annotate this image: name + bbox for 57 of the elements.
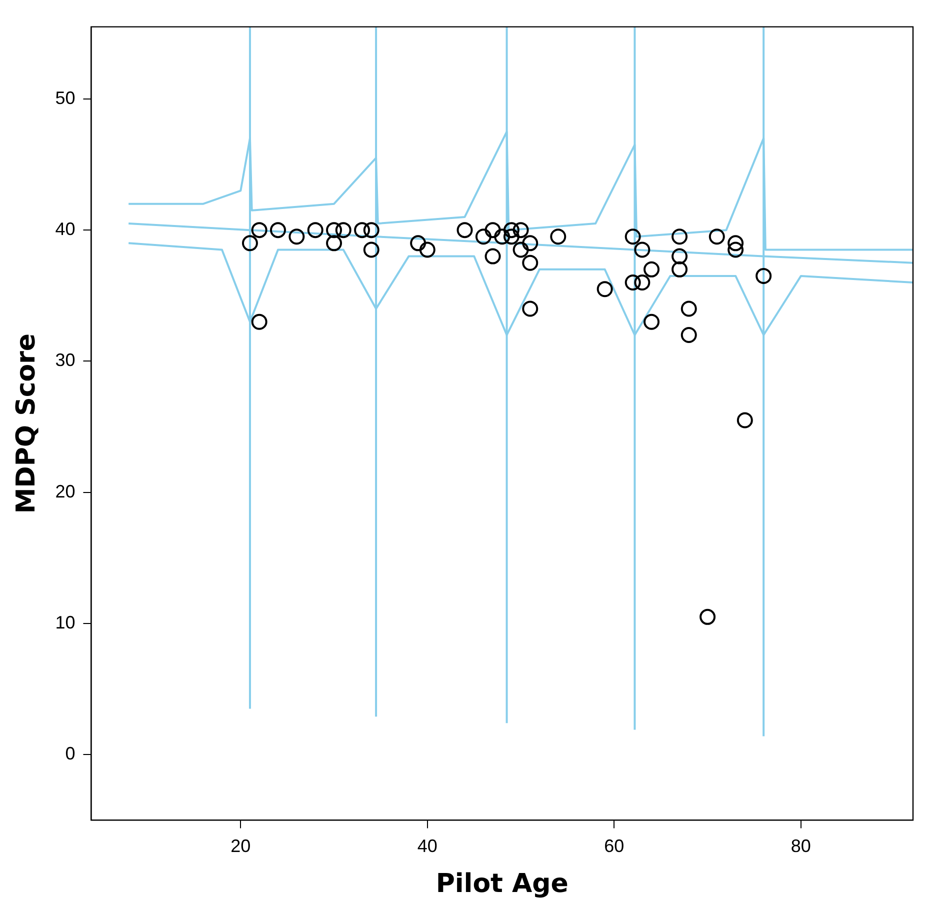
point xyxy=(484,222,501,238)
point xyxy=(410,235,426,252)
point xyxy=(363,242,380,258)
point xyxy=(634,242,650,258)
point xyxy=(326,222,342,238)
point xyxy=(522,300,538,317)
point xyxy=(512,242,529,258)
x-tick-label: 20 xyxy=(230,836,251,856)
y-axis-title: MDPQ Score xyxy=(11,333,42,514)
y-tick-label: 50 xyxy=(55,88,76,108)
point xyxy=(512,222,529,238)
point xyxy=(644,314,660,330)
point xyxy=(363,222,380,238)
point xyxy=(456,222,473,238)
point xyxy=(503,228,520,245)
point xyxy=(326,235,342,252)
point xyxy=(251,222,268,238)
y-tick-label: 20 xyxy=(55,481,76,502)
y-tick-label: 10 xyxy=(55,612,76,632)
point xyxy=(680,300,697,317)
point xyxy=(475,228,492,245)
point xyxy=(288,228,305,245)
point xyxy=(550,228,566,245)
point xyxy=(624,228,641,245)
point xyxy=(522,235,538,252)
point xyxy=(596,281,613,298)
point xyxy=(242,235,258,252)
point xyxy=(728,242,744,258)
point xyxy=(419,242,436,258)
point xyxy=(484,248,501,264)
point xyxy=(680,326,697,343)
point xyxy=(756,268,772,284)
point xyxy=(634,274,650,291)
point xyxy=(644,261,660,278)
point xyxy=(354,222,370,238)
y-tick-label: 30 xyxy=(55,350,76,370)
point xyxy=(672,248,688,264)
point xyxy=(624,274,641,291)
point xyxy=(672,261,688,278)
y-tick-label: 40 xyxy=(55,219,76,240)
point xyxy=(728,235,744,252)
x-tick-label: 60 xyxy=(604,836,624,856)
point xyxy=(672,228,688,245)
x-tick-label: 40 xyxy=(417,836,438,856)
point xyxy=(494,228,510,245)
point xyxy=(270,222,286,238)
point xyxy=(708,228,725,245)
x-axis-title: Pilot Age xyxy=(436,869,568,900)
point xyxy=(307,222,324,238)
point xyxy=(335,222,352,238)
x-tick-label: 80 xyxy=(790,836,811,856)
point xyxy=(736,412,753,428)
point xyxy=(503,222,520,238)
point xyxy=(522,254,538,271)
y-tick-label: 0 xyxy=(65,744,76,764)
point xyxy=(700,608,716,625)
point xyxy=(251,314,268,330)
